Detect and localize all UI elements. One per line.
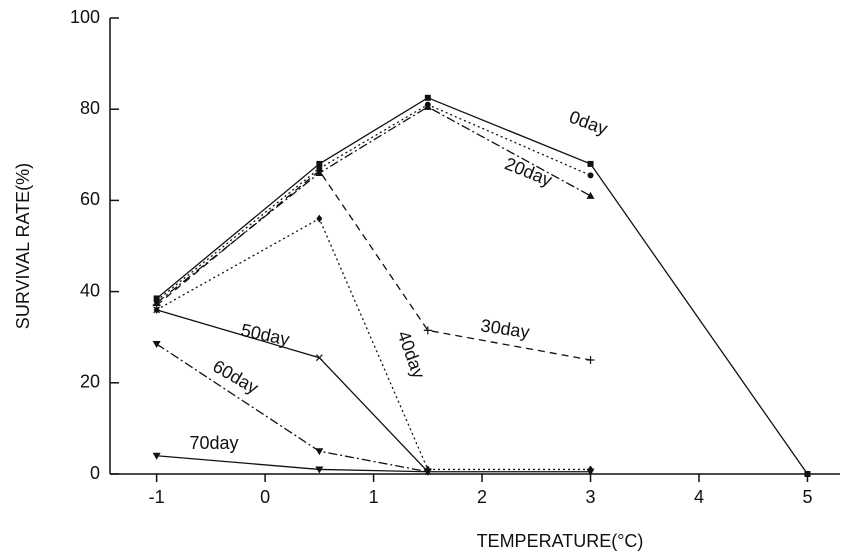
series-line xyxy=(156,106,591,304)
data-point xyxy=(587,160,594,167)
series-label: 0day xyxy=(567,107,611,139)
data-point xyxy=(316,160,323,167)
data-point xyxy=(315,466,324,474)
data-point xyxy=(586,356,595,364)
x-tick-label: 0 xyxy=(260,487,270,507)
x-tick-label: 4 xyxy=(694,487,704,507)
x-tick-label: 1 xyxy=(369,487,379,507)
data-point xyxy=(586,191,595,199)
data-point xyxy=(315,166,324,175)
series-line xyxy=(156,97,808,475)
series-label: 70day xyxy=(189,433,238,453)
series-label: 60day xyxy=(209,356,261,398)
series-label: 40day xyxy=(393,328,429,381)
y-tick-label: 0 xyxy=(90,463,100,483)
data-point xyxy=(152,452,161,460)
x-tick-label: 3 xyxy=(586,487,596,507)
data-point xyxy=(586,468,595,476)
data-point xyxy=(423,468,432,476)
x-tick-label: 5 xyxy=(802,487,812,507)
x-axis-title: TEMPERATURE(°C) xyxy=(477,531,644,551)
series-line xyxy=(156,169,591,361)
y-tick-label: 80 xyxy=(80,98,100,118)
series-label: 50day xyxy=(239,320,291,350)
data-point xyxy=(804,471,811,477)
series-line xyxy=(156,455,591,473)
y-tick-label: 40 xyxy=(80,280,100,300)
y-tick-label: 100 xyxy=(70,7,100,27)
data-point xyxy=(587,172,594,179)
series-line xyxy=(156,103,591,302)
data-point xyxy=(315,448,324,456)
x-tick-label: 2 xyxy=(477,487,487,507)
data-point xyxy=(316,214,323,223)
data-point xyxy=(424,94,431,101)
series-label: 30day xyxy=(479,315,530,342)
data-point xyxy=(152,341,161,349)
y-tick-label: 20 xyxy=(80,372,100,392)
series-line xyxy=(156,217,591,471)
data-point xyxy=(315,354,323,362)
data-point xyxy=(423,102,432,110)
y-axis-title: SURVIVAL RATE(%) xyxy=(13,163,33,329)
data-point xyxy=(153,306,161,314)
y-tick-label: 60 xyxy=(80,189,100,209)
data-point xyxy=(423,326,432,335)
x-tick-label: -1 xyxy=(149,487,165,507)
series-label: 20day xyxy=(502,153,555,190)
